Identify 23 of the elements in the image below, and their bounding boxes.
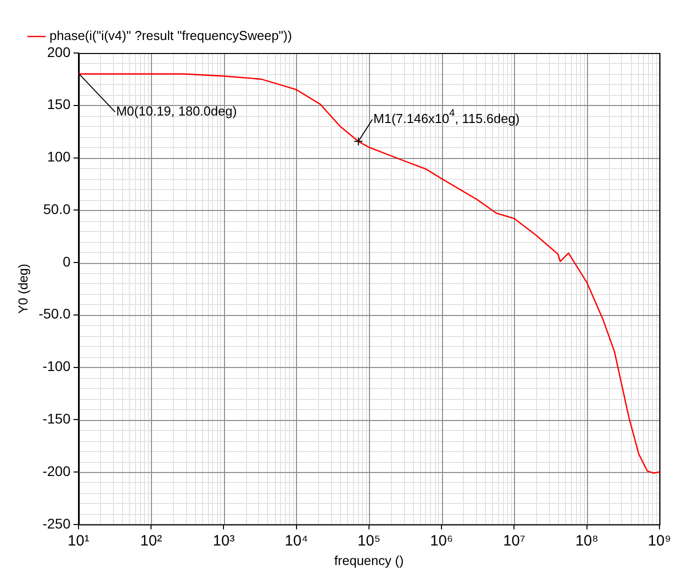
y-tick-label: 150: [47, 96, 71, 112]
y-tick-label: 100: [47, 148, 71, 165]
x-tick-label: 10²: [140, 532, 162, 550]
y-tick-label: -200: [42, 462, 71, 479]
y-axis-title: Y0 (deg): [15, 264, 30, 314]
annotation: M0(10.19, 180.0deg): [116, 104, 237, 119]
y-tick-label: -50.0: [38, 306, 71, 322]
y-tick-label: 200: [47, 44, 71, 60]
y-tick-label: -150: [42, 410, 71, 427]
y-tick-label: -100: [42, 358, 71, 374]
x-tick-label: 10⁶: [430, 532, 454, 550]
x-tick-label: 10⁷: [503, 532, 526, 550]
legend-label: phase(i("i(v4)" ?result "frequencySweep")): [50, 28, 292, 44]
x-axis-title: frequency (): [334, 552, 404, 568]
y-tick-label: 50.0: [43, 200, 71, 217]
x-tick-label: 10³: [212, 532, 235, 550]
y-tick-label: -250: [42, 515, 71, 532]
x-tick-label: 10⁵: [358, 532, 380, 550]
x-tick-label: 10⁸: [575, 532, 598, 550]
y-tick-label: 0: [62, 253, 71, 270]
x-tick-label: 10⁹: [648, 532, 671, 550]
x-tick-label: 10⁴: [284, 532, 308, 550]
x-tick-label: 10¹: [68, 532, 90, 550]
